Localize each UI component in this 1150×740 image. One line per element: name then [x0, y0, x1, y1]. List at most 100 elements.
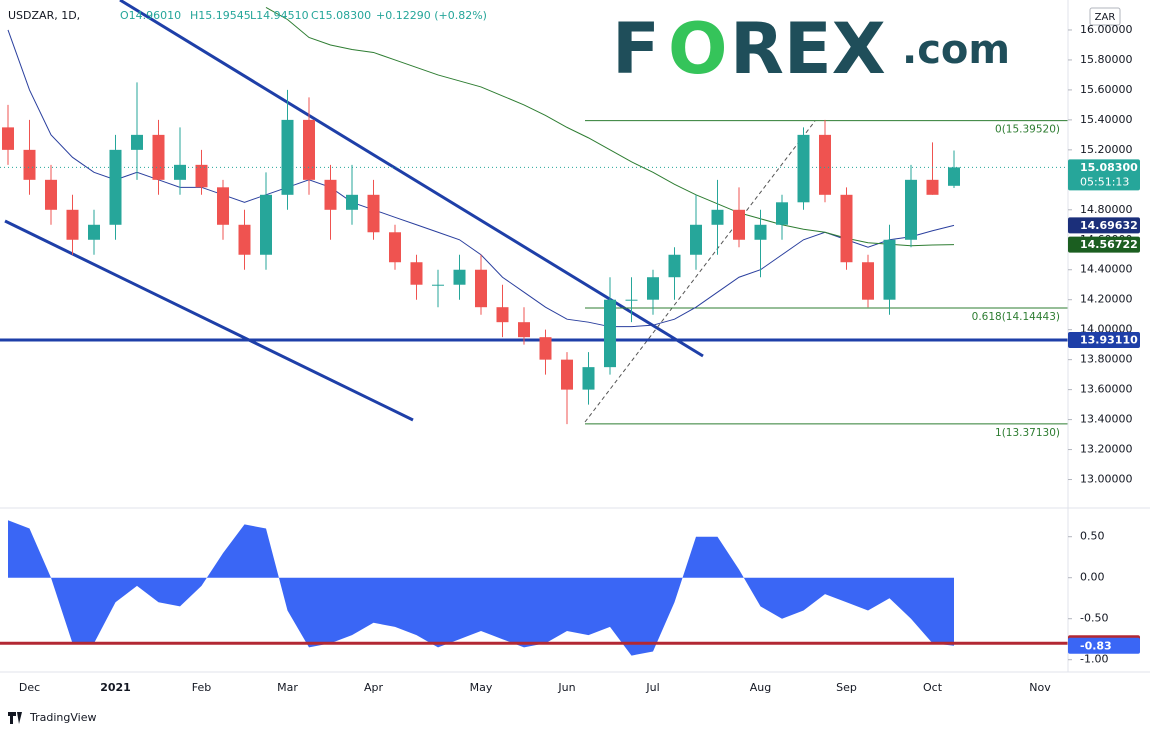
candle-body	[668, 254, 681, 278]
x-tick-label: 2021	[100, 681, 131, 694]
x-tick-label: Aug	[750, 681, 771, 694]
y-tick-label: 15.40000	[1080, 113, 1133, 126]
candle-body	[905, 179, 917, 240]
candle-body	[776, 202, 788, 225]
candle-body	[109, 149, 122, 225]
candle-body	[754, 224, 767, 240]
y-tick-label: 14.80000	[1080, 203, 1133, 216]
candle-body	[195, 164, 208, 188]
ohlc-change: +0.12290 (+0.82%)	[376, 9, 487, 22]
x-tick-label: Mar	[277, 681, 298, 694]
candle-body	[152, 134, 165, 180]
candle-body	[324, 179, 337, 210]
y-tick-label: -0.50	[1080, 612, 1108, 625]
y-tick-label: 13.40000	[1080, 413, 1133, 426]
x-tick-label: Jun	[557, 681, 575, 694]
candle-body	[690, 224, 702, 255]
x-tick-label: Sep	[836, 681, 857, 694]
candle-body	[217, 187, 229, 225]
fib-label: 1(13.37130)	[995, 427, 1060, 439]
footer-brand: TradingView	[29, 711, 96, 724]
logo-part: O	[668, 8, 728, 90]
x-tick-label: Oct	[923, 681, 943, 694]
candle-body	[410, 262, 423, 285]
candle-body	[2, 127, 14, 150]
oscillator-pane	[0, 520, 1068, 656]
price-tag	[1068, 217, 1140, 234]
candle-body	[367, 194, 380, 233]
candle-body	[733, 209, 745, 240]
footer: TradingView	[8, 711, 96, 724]
x-tick-label: Apr	[364, 681, 384, 694]
candle-body	[453, 269, 466, 285]
header: USDZAR, 1D, O14.96010 H15.19545 L14.9451…	[8, 9, 487, 22]
candle-body	[174, 164, 186, 180]
moving-average	[7, 29, 955, 328]
trend-line	[119, 0, 704, 358]
candle-body	[475, 269, 487, 308]
price-tag-label: 15.08300	[1080, 161, 1138, 174]
candle-body	[862, 262, 874, 300]
candle-body	[883, 239, 896, 300]
symbol-title: USDZAR, 1D,	[8, 9, 80, 22]
y-tick-label: 15.60000	[1080, 83, 1133, 96]
moving-average	[265, 7, 955, 247]
candle-body	[389, 232, 401, 263]
fib-trend-line	[584, 120, 816, 423]
price-tag-label: 13.93110	[1080, 334, 1138, 347]
countdown: 05:51:13	[1080, 175, 1129, 188]
price-tag-label: -0.83	[1080, 639, 1112, 652]
candle-body	[582, 367, 595, 390]
oscillator-area	[8, 520, 954, 656]
candle-body	[797, 134, 810, 203]
candle-body	[819, 134, 831, 195]
y-tick-label: 15.20000	[1080, 143, 1133, 156]
x-tick-label: Nov	[1029, 681, 1051, 694]
logo-part: F	[612, 8, 660, 90]
price-tag-label: 14.56722	[1080, 238, 1138, 251]
price-tag-label: 14.69632	[1080, 219, 1138, 232]
candle-body	[346, 194, 358, 210]
price-tag	[1068, 332, 1140, 349]
candle-body	[496, 307, 509, 323]
candle-body	[561, 359, 573, 390]
candle-body	[238, 224, 251, 255]
candle-body	[840, 194, 853, 263]
price-tag	[1068, 159, 1140, 191]
candle-body	[45, 179, 57, 210]
x-tick-label: Dec	[19, 681, 40, 694]
y-tick-label: 13.80000	[1080, 353, 1133, 366]
y-tick-label: 14.40000	[1080, 263, 1133, 276]
candle-body	[926, 179, 939, 195]
price-tag	[1068, 236, 1140, 253]
tv-icon	[8, 712, 22, 724]
candle-body	[948, 167, 960, 186]
candle-body	[711, 209, 724, 225]
candle-body	[539, 337, 552, 360]
logo: F O REX .com	[612, 8, 1010, 90]
currency-box	[1089, 7, 1121, 26]
candle-body	[66, 209, 79, 240]
price-pane: 0(15.39520) 0.618(14.14443) 1(13.37130)	[0, 0, 1068, 439]
candle-body	[260, 194, 272, 255]
candle-body	[518, 322, 530, 338]
y-tick-label: 0.00	[1080, 571, 1105, 584]
price-tag	[1068, 637, 1140, 654]
currency: ZAR	[1095, 12, 1116, 23]
x-tick-label: Feb	[192, 681, 211, 694]
candle-body	[88, 224, 100, 240]
logo-part: .com	[902, 27, 1010, 73]
fib-label: 0.618(14.14443)	[972, 311, 1060, 323]
x-tick-label: Jul	[645, 681, 659, 694]
y-tick-label: 13.20000	[1080, 443, 1133, 456]
y-tick-label: -1.00	[1080, 653, 1108, 666]
candle-body	[23, 149, 36, 180]
candle-body	[647, 277, 659, 300]
ohlc-high: H15.19545	[190, 9, 251, 22]
ohlc-low: L14.94510	[250, 9, 309, 22]
y-tick-label: 15.80000	[1080, 53, 1133, 66]
fib-label: 0(15.39520)	[995, 124, 1060, 136]
y-tick-label: 13.00000	[1080, 473, 1133, 486]
candle-body	[432, 284, 444, 286]
